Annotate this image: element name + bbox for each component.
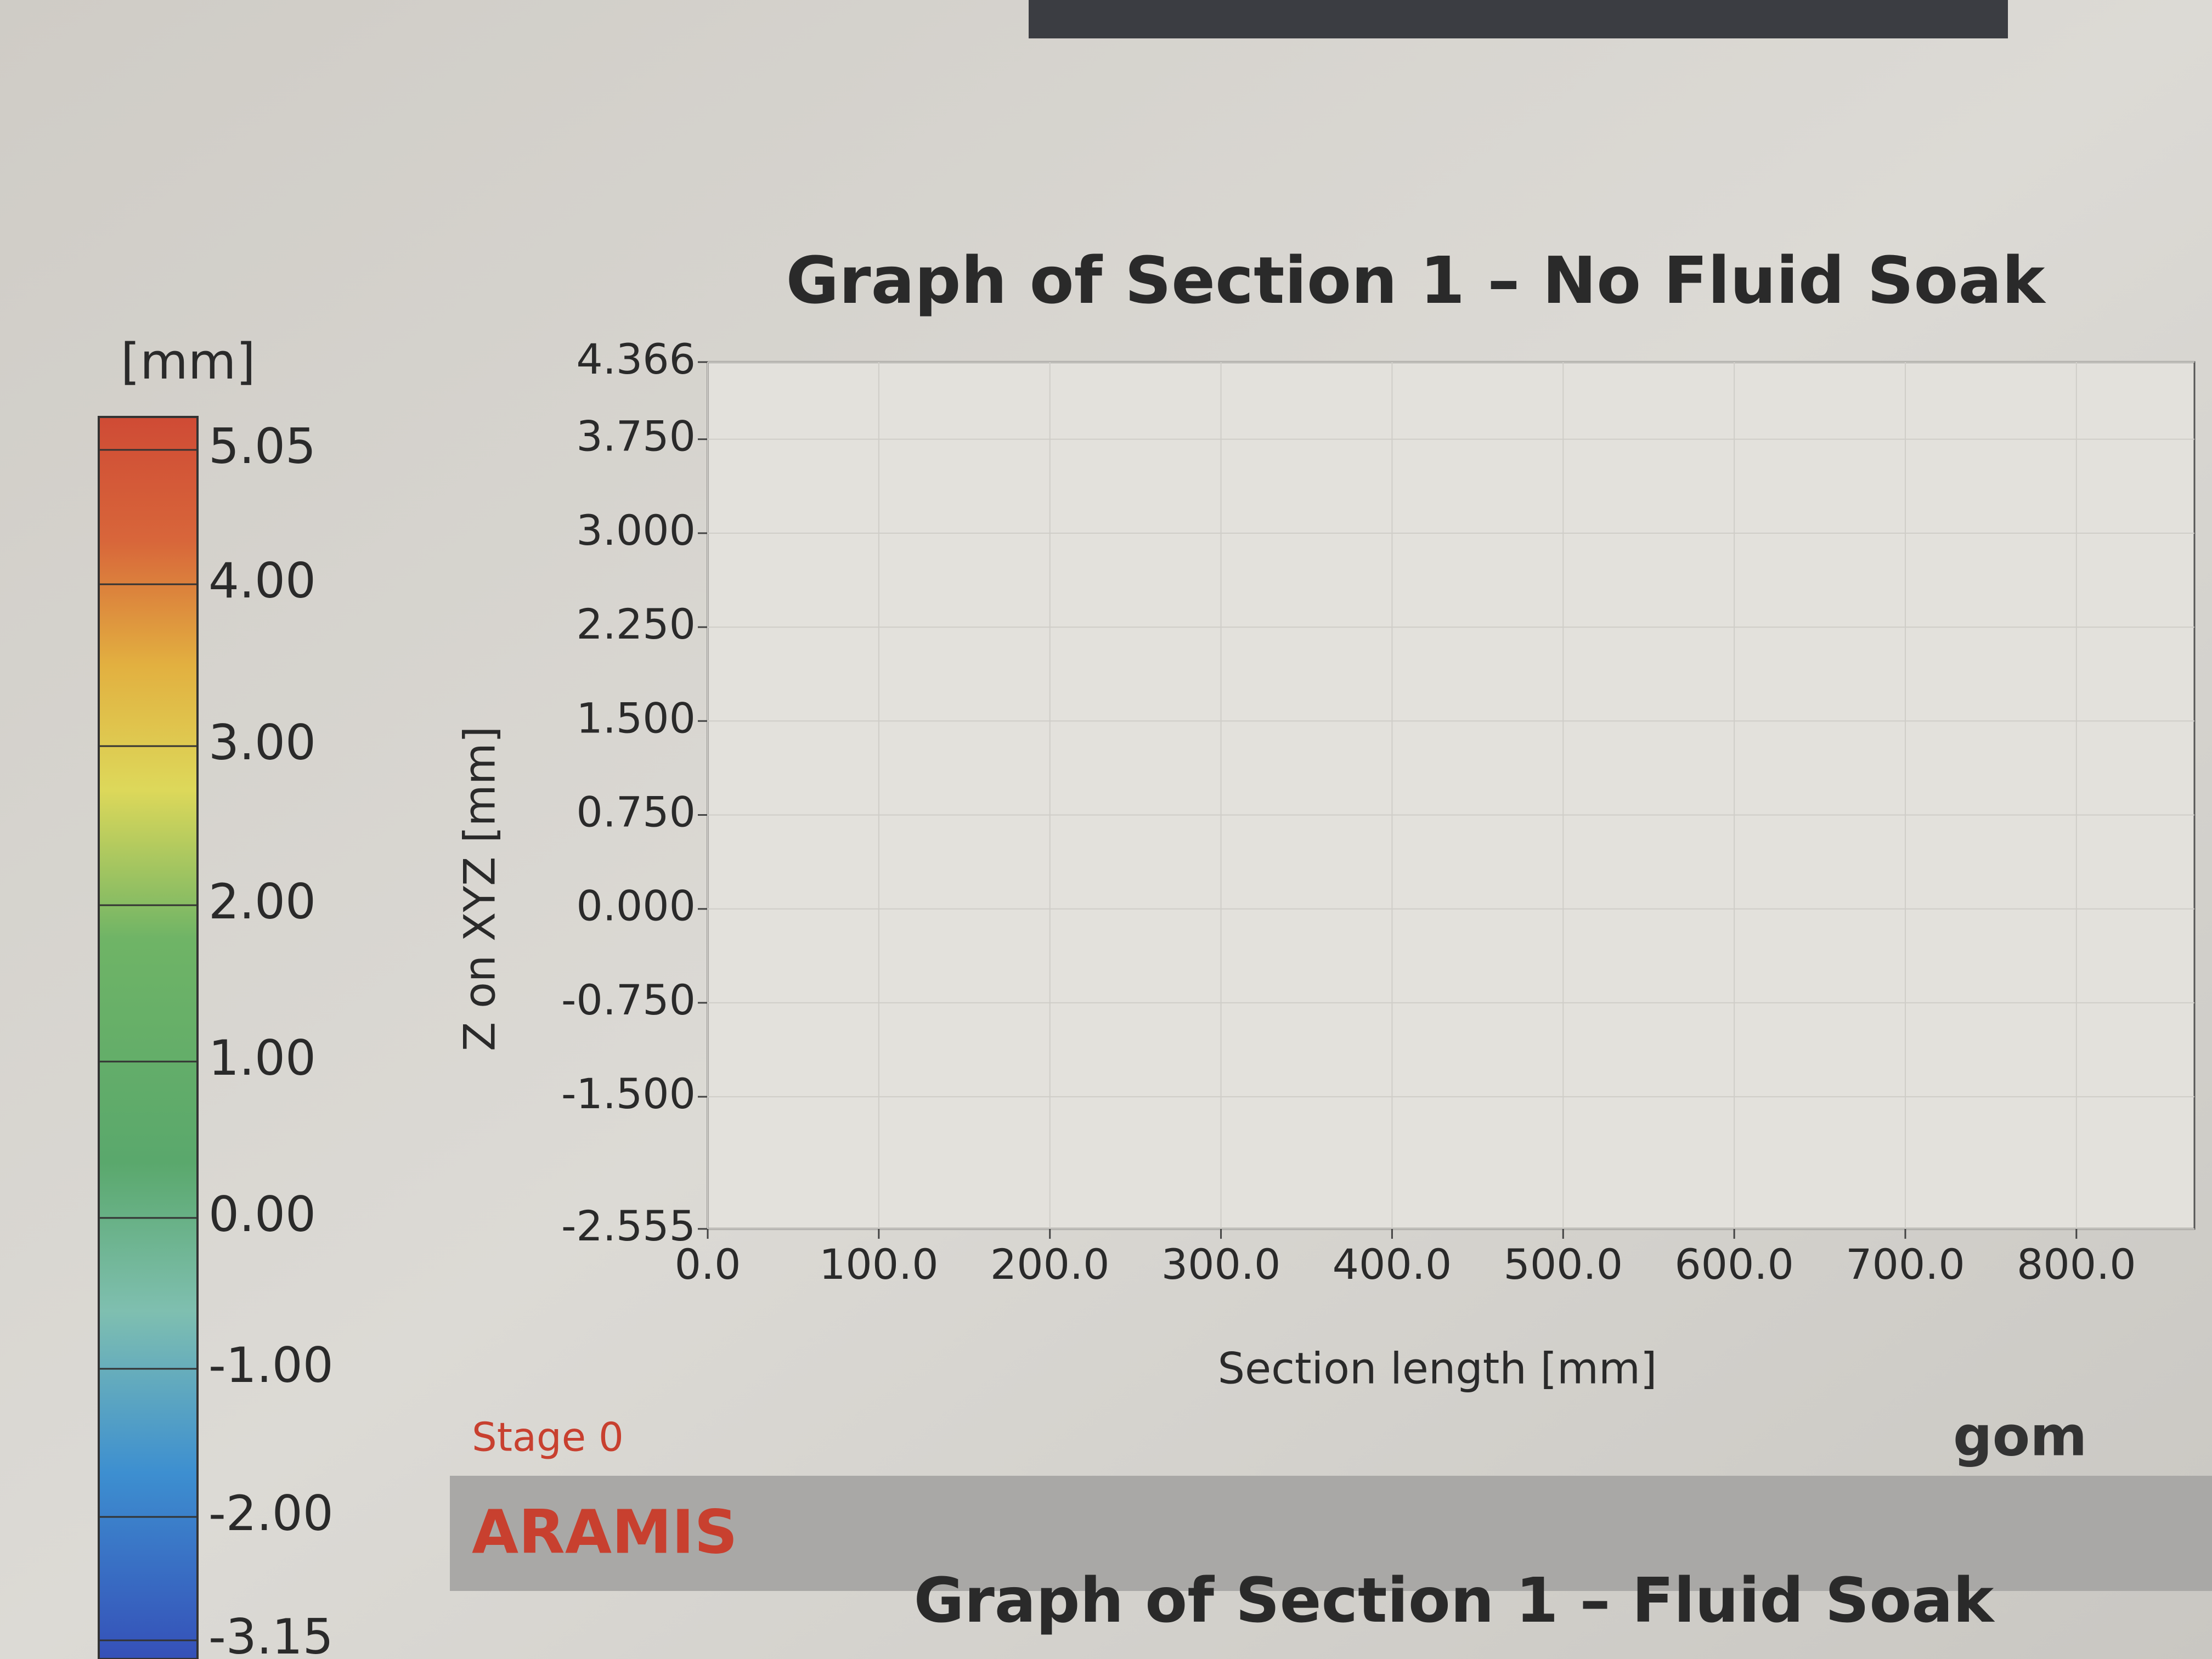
top-image: [1029, 0, 2008, 38]
colorbar-label: 5.05: [208, 418, 316, 475]
y-tick-label: 0.000: [576, 882, 696, 930]
colorbar-label: -2.00: [208, 1485, 334, 1542]
brand: ARAMIS: [472, 1497, 738, 1567]
y-tick-label: -0.750: [561, 975, 696, 1024]
y-tick-label: 2.250: [576, 600, 696, 648]
x-tick-label: 500.0: [1503, 1240, 1623, 1289]
plot-area: [707, 361, 2196, 1230]
x-tick-label: 700.0: [1846, 1240, 1965, 1289]
y-tick-label: 3.000: [576, 506, 696, 555]
colorbar-label: -3.15: [208, 1609, 334, 1659]
y-tick-label: 1.500: [576, 693, 696, 742]
x-tick-label: 200.0: [990, 1240, 1110, 1289]
colorbar-label: -1.00: [208, 1337, 334, 1393]
next-chart-title: Graph of Section 1 – Fluid Soak: [914, 1565, 1995, 1637]
y-tick-label: -2.555: [561, 1201, 696, 1250]
colorbar-label: 0.00: [208, 1186, 316, 1243]
x-tick-label: 0.0: [675, 1240, 741, 1289]
colorbar-unit: [mm]: [121, 333, 256, 391]
x-tick-label: 100.0: [819, 1240, 939, 1289]
x-tick-label: 600.0: [1674, 1240, 1794, 1289]
x-tick-label: 400.0: [1333, 1240, 1452, 1289]
y-axis-label: Z on XYZ [mm]: [455, 726, 505, 1051]
y-tick-label: 3.750: [576, 412, 696, 461]
colorbar-label: 3.00: [208, 714, 316, 771]
x-axis-label: Section length [mm]: [1218, 1344, 1657, 1393]
colorbar-label: 2.00: [208, 873, 316, 930]
colorbar: [98, 416, 199, 1659]
colorbar-label: 4.00: [208, 552, 316, 609]
chart-title: Graph of Section 1 – No Fluid Soak: [786, 242, 2046, 318]
y-tick-label: -1.500: [561, 1069, 696, 1118]
colorbar-label: 1.00: [208, 1030, 316, 1086]
y-tick-label: 4.366: [576, 335, 696, 383]
x-tick-label: 300.0: [1161, 1240, 1281, 1289]
y-tick-label: 0.750: [576, 787, 696, 836]
footer-band: [450, 1476, 2212, 1591]
x-tick-label: 800.0: [2017, 1240, 2136, 1289]
stage-label: Stage 0: [472, 1414, 624, 1460]
logo: gom: [1953, 1404, 2087, 1468]
